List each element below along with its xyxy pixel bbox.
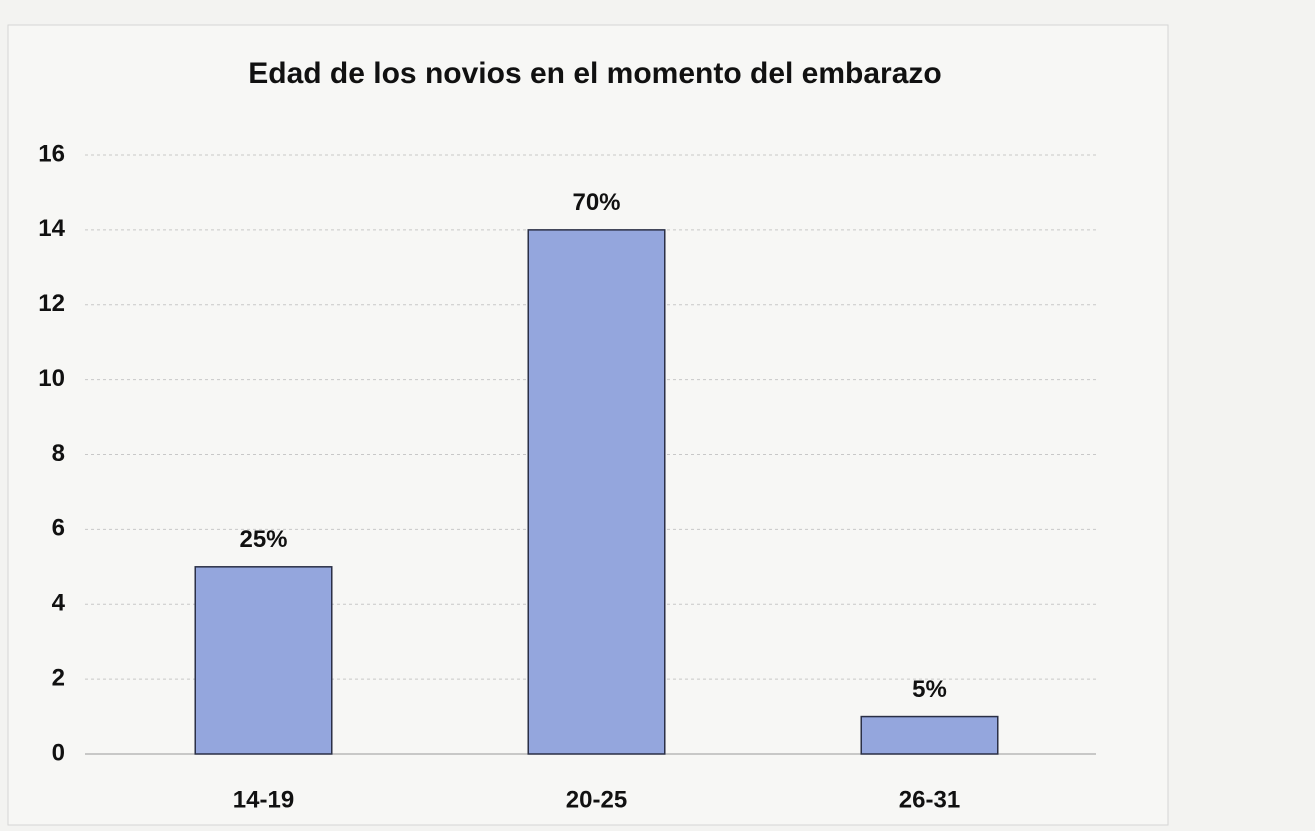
data-label: 70% <box>572 189 620 216</box>
data-label: 25% <box>239 526 287 553</box>
y-tick-label: 12 <box>38 290 65 317</box>
x-tick-label: 20-25 <box>566 786 627 813</box>
y-tick-label: 14 <box>38 215 65 242</box>
data-label: 5% <box>912 676 947 703</box>
y-tick-label: 10 <box>38 365 65 392</box>
y-tick-label: 6 <box>52 515 65 542</box>
y-tick-label: 16 <box>38 140 65 167</box>
bar <box>194 566 333 755</box>
x-tick-label: 14-19 <box>233 786 294 813</box>
chart-title: Edad de los novios en el momento del emb… <box>248 57 942 90</box>
y-tick-label: 4 <box>52 590 66 617</box>
bar <box>527 229 666 755</box>
bar <box>860 715 999 755</box>
y-tick-label: 0 <box>52 739 65 766</box>
x-tick-label: 26-31 <box>899 786 960 813</box>
y-tick-label: 2 <box>52 664 65 691</box>
y-tick-label: 8 <box>52 440 65 467</box>
